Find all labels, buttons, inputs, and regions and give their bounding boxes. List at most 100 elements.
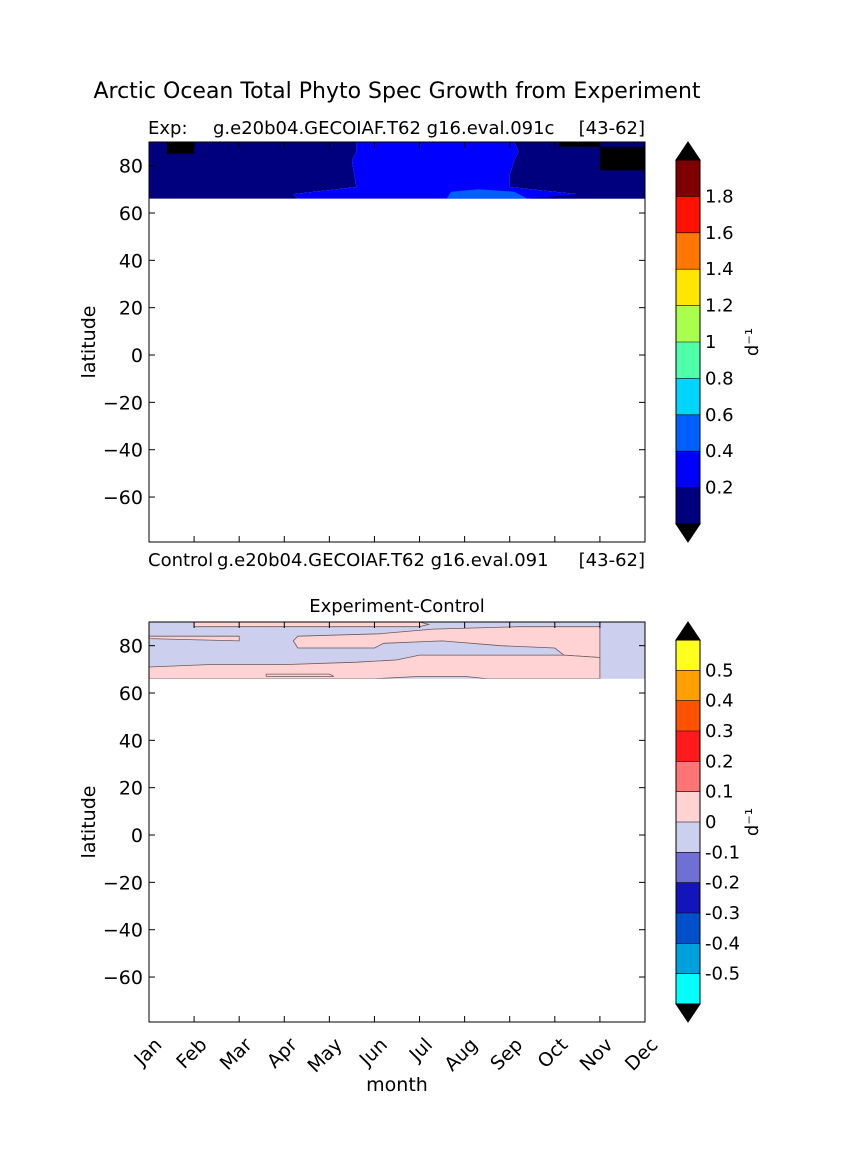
colorbar-swatch xyxy=(676,378,700,415)
colorbar-swatch xyxy=(676,822,700,853)
x-tick-label: Nov xyxy=(576,1034,618,1076)
y-tick-label: 80 xyxy=(119,156,143,178)
plot-area xyxy=(149,142,645,542)
colorbar-swatch xyxy=(676,731,700,762)
colorbar-swatch xyxy=(676,232,700,270)
control-case: g.e20b04.GECOIAF.T62 g16.eval.091 xyxy=(217,550,549,571)
colorbar-swatch xyxy=(676,761,700,792)
y-tick-label: 80 xyxy=(119,636,143,658)
colorbar-tick-label: 0 xyxy=(705,812,716,833)
y-tick-label: 40 xyxy=(119,730,143,752)
y-tick-label: 20 xyxy=(119,778,143,800)
colorbar-tick-label: 1.4 xyxy=(705,259,734,280)
y-tick-label: −60 xyxy=(103,967,143,989)
colorbar-tick-label: 0.2 xyxy=(705,478,734,499)
y-tick-label: −20 xyxy=(103,392,143,414)
colorbar-tick-label: 0.5 xyxy=(705,660,734,681)
colorbar-tick-label: 1.8 xyxy=(705,186,734,207)
x-axis-label: month xyxy=(366,1074,428,1096)
colorbar-swatch xyxy=(676,305,700,342)
colorbar-tick-label: -0.3 xyxy=(705,903,740,924)
colorbar-swatch xyxy=(676,414,700,452)
plot-frame xyxy=(148,621,646,1023)
figure-title: Arctic Ocean Total Phyto Spec Growth fro… xyxy=(93,79,700,104)
colorbar-tick-label: 0.8 xyxy=(705,368,734,389)
difference-panel: 80 60 40 20 0 −20 −40 −60 Jan Feb Mar Apr May Jun Jul A… xyxy=(78,621,763,1077)
colorbar-unit: d⁻¹ xyxy=(742,328,763,356)
contour-regions xyxy=(149,142,645,199)
colorbar-tick-label: 1.6 xyxy=(705,223,734,244)
x-tick-label: Apr xyxy=(263,1034,302,1073)
colorbar-swatch xyxy=(676,700,700,731)
colorbar-swatch xyxy=(676,943,700,974)
contour-region-0 xyxy=(149,142,357,199)
colorbar-swatch xyxy=(676,160,700,197)
colorbar-tick-label: 0.2 xyxy=(705,751,734,772)
x-tick-label: Feb xyxy=(172,1034,211,1073)
y-tick-label: −60 xyxy=(103,487,143,509)
contour-region-2 xyxy=(446,189,528,199)
colorbar-tick-label: 0.1 xyxy=(705,782,734,803)
x-tick-label: Sep xyxy=(486,1034,527,1075)
colorbar-extend-bottom xyxy=(675,1003,701,1023)
contour-region-0 xyxy=(193,622,431,628)
diff-title: Experiment-Control xyxy=(309,596,485,617)
x-tick-label: Jun xyxy=(355,1034,392,1071)
colorbar-swatch xyxy=(676,342,700,379)
plot-area xyxy=(149,622,645,1022)
colorbar-swatch xyxy=(676,487,700,524)
x-tick-label: Jul xyxy=(404,1034,436,1066)
colorbar-swatch xyxy=(676,451,700,488)
colorbar-swatch xyxy=(676,852,700,883)
experiment-panel: 80 60 40 20 0 −20 −40 −60 latitude 0.2 0.4 0.6 0.8 1 1… xyxy=(78,141,763,543)
exp-label: Exp: xyxy=(148,118,188,139)
contour-regions xyxy=(149,622,601,679)
colorbar-tick-label: 0.4 xyxy=(705,441,734,462)
contour-region-1 xyxy=(293,142,645,199)
colorbar-swatch xyxy=(676,973,700,1004)
colorbar-extend-top xyxy=(675,141,701,161)
x-tick-label: Mar xyxy=(216,1034,257,1075)
y-tick-label: 0 xyxy=(131,825,143,847)
y-axis-label: latitude xyxy=(78,306,100,379)
x-tick-label: Aug xyxy=(440,1034,482,1076)
contour-region-6 xyxy=(559,142,600,147)
colorbar-tick-label: 0.4 xyxy=(705,691,734,712)
contour-region-4 xyxy=(265,673,335,677)
control-years: [43-62] xyxy=(579,550,645,571)
plot-frame xyxy=(148,141,646,543)
colorbar-extend-bottom xyxy=(675,523,701,543)
y-axis-label: latitude xyxy=(78,786,100,859)
y-tick-label: −20 xyxy=(103,872,143,894)
colorbar-tick-label: 0.6 xyxy=(705,405,734,426)
contour-region-4 xyxy=(167,142,195,154)
colorbar-tick-label: 0.3 xyxy=(705,721,734,742)
y-tick-label: −40 xyxy=(103,920,143,942)
y-tick-label: 0 xyxy=(131,345,143,367)
exp-years: [43-62] xyxy=(579,118,645,139)
exp-case: g.e20b04.GECOIAF.T62 g16.eval.091c xyxy=(213,118,554,139)
colorbar-swatch xyxy=(676,670,700,701)
y-tick-label: 40 xyxy=(119,250,143,272)
colorbar-tick-label: 1.2 xyxy=(705,296,734,317)
colorbar-tick-label: 1 xyxy=(705,332,716,353)
colorbar-tick-label: -0.1 xyxy=(705,842,740,863)
colorbar-tick-label: -0.2 xyxy=(705,873,740,894)
colorbar-tick-label: -0.4 xyxy=(705,933,740,954)
contour-region-1 xyxy=(149,635,240,642)
colorbar-swatch xyxy=(676,913,700,944)
x-tick-label: Jan xyxy=(129,1034,166,1071)
colorbar-unit: d⁻¹ xyxy=(742,808,763,836)
colorbar-extend-top xyxy=(675,621,701,641)
colorbar-swatch xyxy=(676,196,700,233)
colorbar-swatch xyxy=(676,882,700,913)
contour-region-3 xyxy=(149,654,601,679)
contour-region-5 xyxy=(599,146,645,171)
y-tick-label: 60 xyxy=(119,203,143,225)
colorbar-tick-label: -0.5 xyxy=(705,964,740,985)
y-tick-label: 20 xyxy=(119,298,143,320)
colorbar-swatch xyxy=(676,791,700,822)
y-tick-label: −40 xyxy=(103,440,143,462)
control-label: Control xyxy=(148,550,213,571)
